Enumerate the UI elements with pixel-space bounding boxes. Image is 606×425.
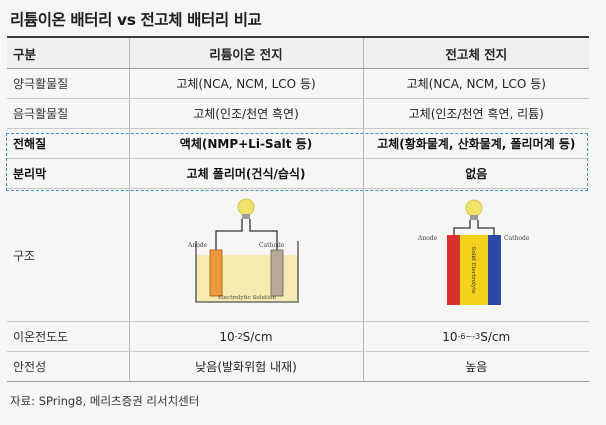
anode-electrode xyxy=(209,249,223,296)
table-row: 분리막 고체 폴리머(건식/습식) 없음 xyxy=(7,158,589,189)
li-ion-diagram-cell: Anode Cathode Electrolytic Solution xyxy=(128,188,364,322)
cathode-layer xyxy=(488,234,502,305)
value-exponent: -2 xyxy=(234,331,243,341)
table-header-row: 구분 리튬이온 전지 전고체 전지 xyxy=(7,36,589,69)
electrolyte-label: Solid Electrolyte xyxy=(470,246,476,294)
cathode-label: Cathode xyxy=(259,242,285,249)
value-unit: S/cm xyxy=(242,329,273,344)
anode-label: Anode xyxy=(187,242,208,249)
anode-label: Anode xyxy=(417,235,438,242)
solid-cell: 높음 xyxy=(363,351,589,382)
comparison-table: 구분 리튬이온 전지 전고체 전지 양극활물질 고체(NCA, NCM, LCO… xyxy=(7,36,589,382)
page-title: 리튬이온 배터리 vs 전고체 배터리 비교 xyxy=(10,11,262,29)
row-label: 안전성 xyxy=(7,351,129,382)
row-label: 전해질 xyxy=(7,128,129,159)
li-ion-cell: 고체 폴리머(건식/습식) xyxy=(128,158,364,189)
table-row: 안전성 낮음(발화위험 내재) 높음 xyxy=(7,351,589,382)
row-label: 이온전도도 xyxy=(7,321,129,352)
value-base: 10 xyxy=(219,329,235,344)
comparison-table-wrap: 구분 리튬이온 전지 전고체 전지 양극활물질 고체(NCA, NCM, LCO… xyxy=(7,36,589,386)
header-solid-state: 전고체 전지 xyxy=(363,36,589,69)
li-ion-cell: 액체(NMP+Li-Salt 등) xyxy=(128,128,364,159)
bulb-icon xyxy=(237,198,255,219)
value-base: 10 xyxy=(442,329,458,344)
row-label: 구조 xyxy=(7,188,129,322)
table-row: 양극활물질 고체(NCA, NCM, LCO 등) 고체(NCA, NCM, L… xyxy=(7,68,589,99)
solid-cell: 없음 xyxy=(363,158,589,189)
li-ion-cell: 고체(NCA, NCM, LCO 등) xyxy=(128,68,364,99)
solid-state-battery-diagram: Anode Cathode Solid Electrolyte xyxy=(417,199,530,305)
solid-cell: 고체(황화물계, 산화물계, 폴리머계 등) xyxy=(363,128,589,159)
solid-cell: 고체(인조/천연 흑연, 리튬) xyxy=(363,98,589,129)
structure-row: 구조 Anode xyxy=(7,188,589,322)
solid-electrolyte-layer xyxy=(460,234,489,305)
electrolyte-label: Electrolytic Solution xyxy=(218,295,276,301)
li-ion-cell: 고체(인조/천연 흑연) xyxy=(128,98,364,129)
table-row: 전해질 액체(NMP+Li-Salt 등) 고체(황화물계, 산화물계, 폴리머… xyxy=(7,128,589,159)
solid-cell: 고체(NCA, NCM, LCO 등) xyxy=(363,68,589,99)
li-ion-cell: 10-2S/cm xyxy=(128,321,364,352)
value-exponent: -6~-3 xyxy=(457,331,481,341)
bulb-icon xyxy=(465,199,483,220)
anode-layer xyxy=(447,234,461,305)
wire xyxy=(215,218,278,253)
row-label: 양극활물질 xyxy=(7,68,129,99)
wire xyxy=(453,219,495,235)
solid-cell: 10-6~-3S/cm xyxy=(363,321,589,352)
header-category: 구분 xyxy=(7,36,129,69)
table-row: 이온전도도 10-2S/cm 10-6~-3S/cm xyxy=(7,321,589,352)
row-label: 음극활물질 xyxy=(7,98,129,129)
solid-diagram-cell: Anode Cathode Solid Electrolyte xyxy=(363,188,589,322)
table-row: 음극활물질 고체(인조/천연 흑연) 고체(인조/천연 흑연, 리튬) xyxy=(7,98,589,129)
li-ion-cell: 낮음(발화위험 내재) xyxy=(128,351,364,382)
source-note: 자료: SPring8, 메리츠증권 리서치센터 xyxy=(10,394,200,408)
value-unit: S/cm xyxy=(480,329,511,344)
cathode-label: Cathode xyxy=(504,235,530,242)
header-li-ion: 리튬이온 전지 xyxy=(128,36,364,69)
cathode-electrode xyxy=(270,249,284,296)
row-label: 분리막 xyxy=(7,158,129,189)
li-ion-battery-diagram: Anode Cathode Electrolytic Solution xyxy=(187,198,299,303)
